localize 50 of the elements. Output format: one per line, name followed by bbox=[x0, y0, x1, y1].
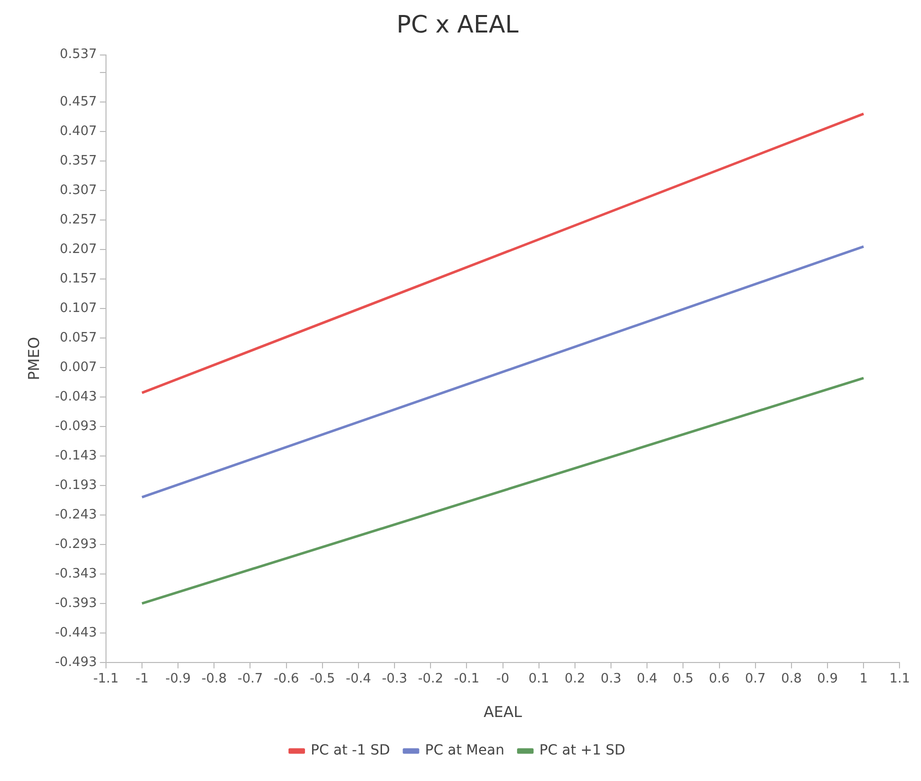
legend-label: PC at Mean bbox=[424, 742, 504, 759]
x-tick-label: -0.8 bbox=[201, 672, 227, 687]
x-tick-label: 0.7 bbox=[745, 672, 766, 687]
x-tick-label: -0 bbox=[496, 672, 510, 687]
y-tick-label: 0.537 bbox=[60, 47, 97, 62]
y-tick-label: 0.057 bbox=[60, 330, 97, 346]
y-axis-title: PMEO bbox=[24, 336, 43, 380]
legend-label: PC at -1 SD bbox=[310, 742, 390, 759]
x-tick-label: -0.4 bbox=[346, 672, 372, 687]
x-tick-label: -0.3 bbox=[382, 672, 408, 687]
y-tick-label: -0.243 bbox=[54, 507, 97, 522]
y-tick-label: -0.143 bbox=[54, 448, 97, 464]
y-tick-label: -0.343 bbox=[54, 566, 97, 582]
x-tick-label: 0.2 bbox=[564, 672, 586, 687]
y-tick-label: -0.193 bbox=[54, 478, 97, 493]
y-tick-label: -0.393 bbox=[54, 596, 97, 611]
x-tick-label: 1 bbox=[859, 672, 868, 687]
x-tick-label: -0.9 bbox=[165, 672, 191, 687]
x-tick-label: -0.7 bbox=[238, 672, 263, 687]
y-tick-label: 0.157 bbox=[60, 271, 97, 286]
y-tick-label: -0.293 bbox=[54, 536, 97, 552]
y-tick-label: 0.357 bbox=[60, 153, 97, 168]
legend-label: PC at +1 SD bbox=[539, 742, 626, 759]
x-tick-label: -0.5 bbox=[310, 672, 336, 687]
x-tick-label: -1 bbox=[136, 672, 148, 687]
y-tick-label: -0.093 bbox=[54, 418, 97, 434]
x-tick-label: 0.8 bbox=[781, 672, 802, 687]
x-tick-label: -1.1 bbox=[93, 672, 119, 687]
x-tick-label: -0.1 bbox=[454, 672, 480, 687]
y-tick-label: -0.043 bbox=[54, 389, 97, 404]
y-tick-label: 0.407 bbox=[60, 124, 97, 139]
y-tick-label: 0.207 bbox=[60, 242, 97, 257]
chart-title: PC x AEAL bbox=[396, 10, 520, 39]
x-tick-label: -0.6 bbox=[274, 672, 299, 687]
x-tick-label: 0.6 bbox=[708, 672, 730, 687]
y-tick-label: 0.307 bbox=[60, 182, 97, 198]
y-tick-label: 0.457 bbox=[60, 94, 97, 110]
y-tick-label: 0.007 bbox=[60, 360, 97, 375]
x-tick-label: 0.4 bbox=[636, 672, 658, 687]
y-tick-label: 0.257 bbox=[60, 212, 97, 228]
y-tick-label: -0.443 bbox=[54, 625, 97, 640]
x-tick-label: 1.1 bbox=[889, 672, 910, 687]
x-tick-label: 0.1 bbox=[528, 672, 550, 687]
y-tick-label: -0.493 bbox=[54, 654, 97, 670]
x-tick-label: 0.9 bbox=[817, 672, 838, 687]
x-tick-label: 0.5 bbox=[672, 672, 694, 687]
x-axis-title: AEAL bbox=[484, 702, 523, 721]
y-tick-label: 0.107 bbox=[60, 300, 97, 316]
x-tick-label: 0.3 bbox=[600, 672, 622, 687]
x-tick-label: -0.2 bbox=[418, 672, 444, 687]
